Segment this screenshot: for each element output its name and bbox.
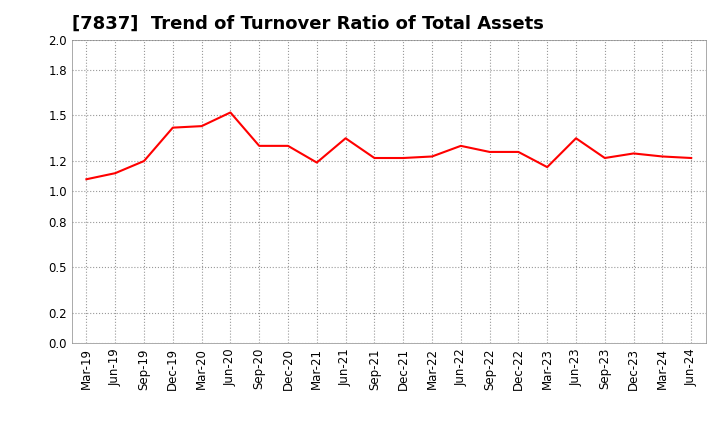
Text: [7837]  Trend of Turnover Ratio of Total Assets: [7837] Trend of Turnover Ratio of Total … [72,15,544,33]
